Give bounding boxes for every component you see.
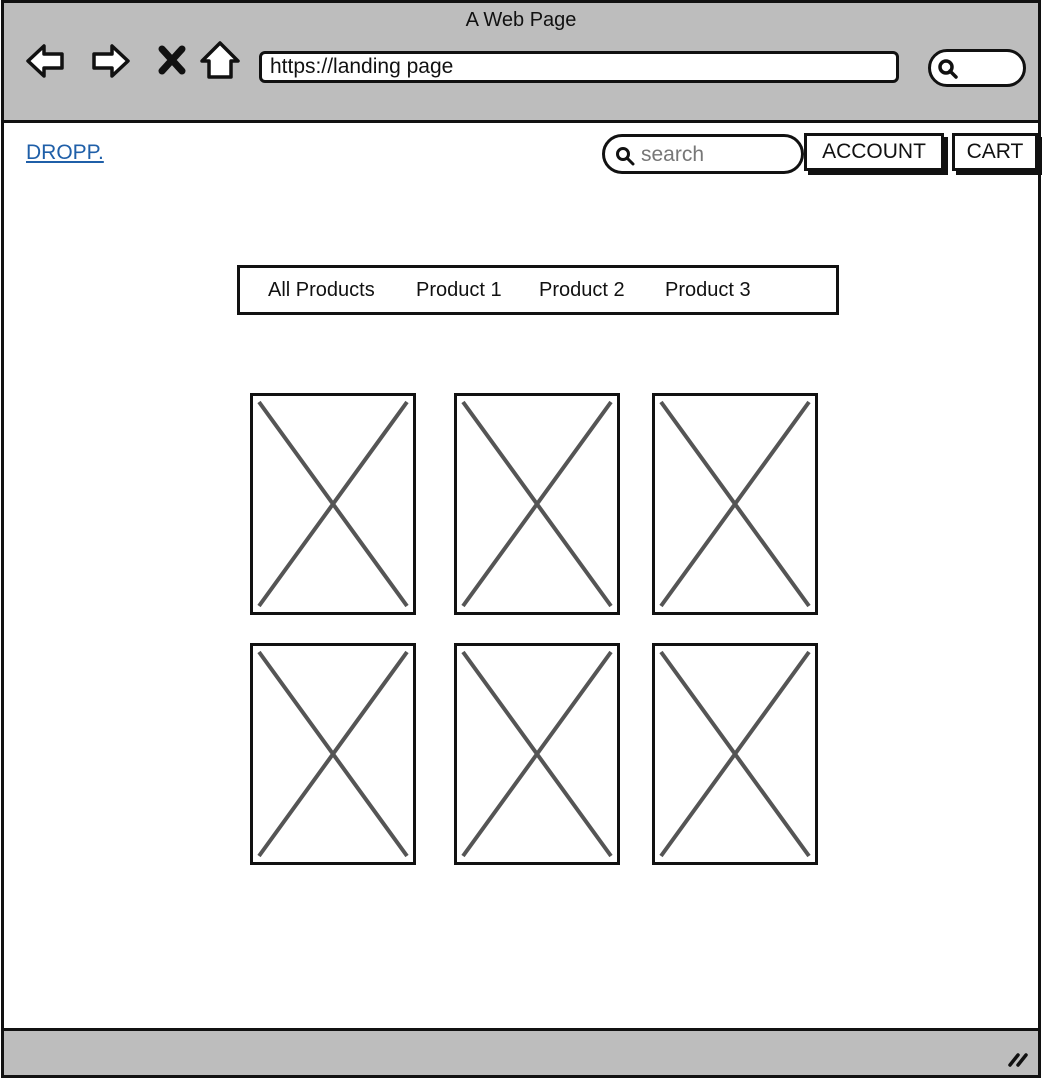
tab-all-products[interactable]: All Products (268, 279, 375, 301)
account-button[interactable]: ACCOUNT (804, 133, 944, 171)
forward-arrow-icon[interactable] (88, 39, 132, 83)
product-card[interactable] (652, 643, 818, 865)
product-tabs: All Products Product 1 Product 2 Product… (237, 265, 839, 315)
home-icon[interactable] (198, 39, 242, 83)
product-card[interactable] (250, 393, 416, 615)
cart-button[interactable]: CART (952, 133, 1038, 171)
search-icon (938, 59, 958, 79)
stop-icon[interactable] (152, 39, 192, 83)
image-placeholder-icon (461, 650, 613, 858)
browser-search-field[interactable] (928, 49, 1026, 87)
image-placeholder-icon (659, 650, 811, 858)
product-card[interactable] (454, 643, 620, 865)
product-card[interactable] (652, 393, 818, 615)
product-card[interactable] (454, 393, 620, 615)
tab-product-2[interactable]: Product 2 (539, 279, 625, 301)
tab-product-1[interactable]: Product 1 (416, 279, 502, 301)
resize-grip-icon[interactable] (1006, 1047, 1030, 1069)
search-icon (616, 147, 635, 166)
back-arrow-icon[interactable] (24, 39, 68, 83)
image-placeholder-icon (257, 650, 409, 858)
image-placeholder-icon (257, 400, 409, 608)
search-placeholder: search (641, 143, 705, 166)
tab-product-3[interactable]: Product 3 (665, 279, 751, 301)
image-placeholder-icon (659, 400, 811, 608)
site-search-input[interactable]: search (602, 134, 804, 174)
status-bar (4, 1028, 1038, 1075)
window-title: A Web Page (465, 9, 577, 31)
product-card[interactable] (250, 643, 416, 865)
image-placeholder-icon (461, 400, 613, 608)
browser-toolbar: A Web Page https://landing page (4, 3, 1038, 123)
site-logo-link[interactable]: DROPP. (26, 141, 104, 164)
address-bar[interactable]: https://landing page (259, 51, 899, 83)
